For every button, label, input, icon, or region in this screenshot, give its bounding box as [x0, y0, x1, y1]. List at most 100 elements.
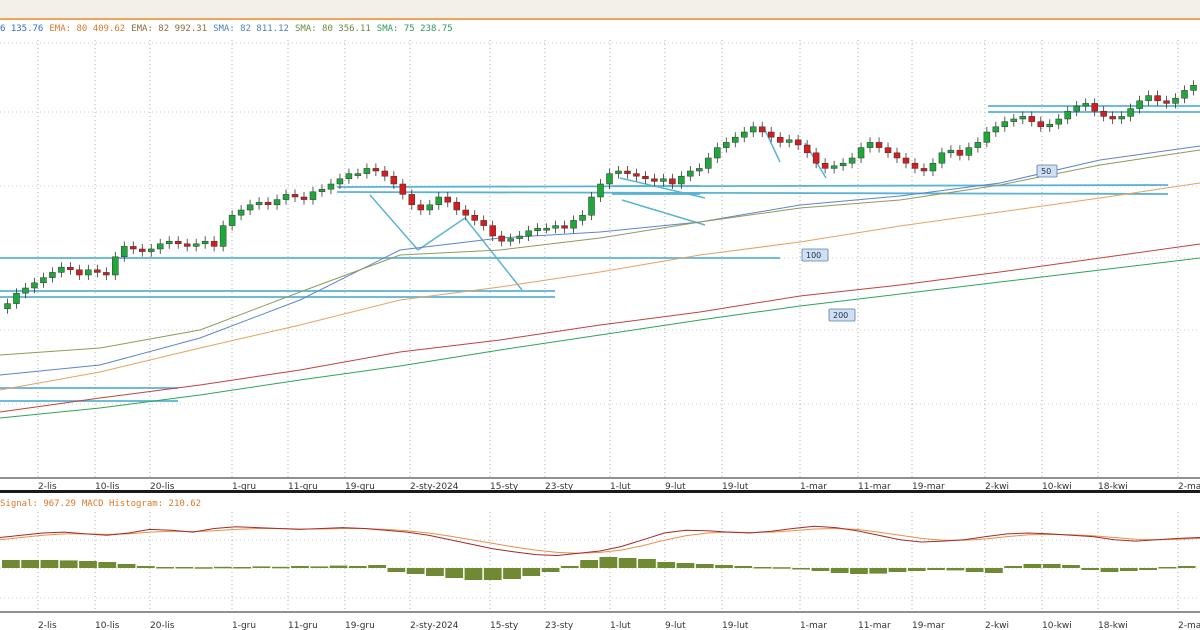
macd-histogram-bar — [580, 560, 598, 568]
macd-histogram-bar — [965, 568, 984, 572]
candle-body — [1118, 116, 1125, 120]
candle-body — [58, 266, 65, 273]
candle-body — [372, 168, 380, 172]
candle-body — [1145, 95, 1152, 102]
trend-line — [464, 217, 523, 291]
candle-body — [183, 243, 191, 247]
macd-histogram-bar — [98, 562, 117, 568]
candle-body — [381, 170, 389, 177]
x-tick-label: 19-mar — [912, 621, 945, 630]
candle-body — [776, 136, 784, 143]
candle-body — [992, 126, 1000, 133]
panel-divider[interactable] — [0, 490, 1200, 493]
x-axis-macd: 2-lis 10-lis 20-lis 1-gru 11-gru 19-gru 2-sty-… — [38, 621, 1200, 630]
candle-body — [965, 147, 973, 156]
macd-histogram-bar — [21, 560, 40, 568]
macd-histogram-bar — [695, 564, 714, 568]
candle-body — [525, 230, 532, 237]
x-tick-label: 23-sty — [545, 621, 574, 630]
ma-tags: 50 100 200 — [801, 164, 1058, 322]
macd-histogram-bar — [445, 568, 464, 578]
macd-histogram-bar — [657, 562, 676, 568]
macd-histogram-bar — [984, 568, 1003, 573]
x-tick-label: 10-lis — [95, 621, 120, 630]
candle-body — [606, 173, 613, 185]
legend-entry: SMA: 80 356.11 — [294, 24, 371, 34]
candle-body — [1100, 110, 1107, 117]
x-tick-label: 9-lut — [665, 482, 686, 492]
candle-body — [13, 292, 20, 304]
trend-line — [621, 199, 706, 226]
macd-histogram-bar — [946, 568, 965, 571]
candle-body — [696, 168, 703, 172]
x-tick-label: 1-mar — [800, 621, 827, 630]
candle-body — [579, 214, 586, 221]
macd-histogram-bar — [715, 565, 733, 568]
candle-body — [678, 175, 685, 185]
macd-histogram-bar — [483, 568, 502, 580]
x-tick-label: 2-ma — [1178, 482, 1200, 492]
macd-histogram-bar — [426, 568, 444, 576]
macd-histogram-bar — [811, 568, 830, 571]
macd-histogram-bar — [830, 568, 849, 573]
macd-histogram-bar — [1139, 568, 1157, 570]
macd-histogram-bar — [541, 568, 560, 572]
candle-body — [309, 191, 317, 200]
candle-body — [22, 287, 29, 294]
macd-histogram-bar — [907, 568, 926, 571]
candle-body — [40, 277, 47, 284]
candle-body — [1082, 103, 1089, 107]
x-tick-label: 10-kwi — [1042, 621, 1072, 630]
candle-body — [705, 157, 712, 169]
candle-body — [893, 152, 901, 159]
candle-body — [192, 243, 200, 247]
candle-body — [660, 178, 667, 182]
candle-body — [453, 201, 460, 211]
macd-histogram-bar — [1177, 566, 1196, 568]
price-legend: 6 135.76 EMA: 80 409.62 EMA: 82 992.31 SMA:… — [0, 24, 459, 34]
sma-line-green — [0, 257, 1200, 419]
x-tick-label: 19-lut — [722, 621, 749, 630]
x-tick-label: 18-kwi — [1098, 621, 1128, 630]
candle-body — [390, 175, 398, 185]
candle-body — [426, 204, 434, 211]
candle-body — [794, 139, 802, 146]
x-tick-label: 10-kwi — [1042, 482, 1072, 492]
macd-line — [0, 525, 1200, 557]
candle-body — [741, 131, 748, 138]
candle-body — [121, 246, 128, 258]
candle-body — [1091, 103, 1098, 112]
macd-histogram-bar — [1081, 568, 1100, 570]
x-tick-label: 20-lis — [150, 621, 175, 630]
candle-body — [318, 188, 326, 193]
x-tick-label: 2-lis — [38, 621, 57, 630]
candle-body — [516, 235, 523, 239]
x-tick-label: 11-mar — [858, 482, 891, 492]
ema-line-orange — [0, 182, 1200, 391]
candle-body — [570, 220, 577, 229]
candle-body — [651, 178, 658, 182]
candle-body — [1010, 118, 1018, 122]
candle-body — [561, 225, 568, 229]
legend-entry: EMA: 82 992.31 — [131, 24, 208, 34]
candle-body — [1073, 105, 1080, 112]
legend-entry: EMA: 80 409.62 — [49, 24, 126, 34]
candle-body — [498, 235, 505, 242]
candle-body — [417, 204, 425, 211]
candle-body — [139, 248, 146, 252]
macd-histogram-bar — [503, 568, 521, 579]
trend-line — [369, 194, 419, 251]
x-tick-label: 18-kwi — [1098, 482, 1128, 492]
macd-histogram-bar — [291, 566, 309, 568]
candle-body — [489, 225, 496, 237]
ema-line-red — [0, 243, 1200, 413]
candle-body — [624, 170, 631, 174]
macd-histogram-bar — [1100, 568, 1119, 572]
support-lines — [0, 105, 1200, 402]
x-tick-label: 11-gru — [288, 482, 318, 492]
x-tick-label: 19-gru — [345, 621, 375, 630]
x-tick-label: 1-gru — [232, 621, 256, 630]
candle-body — [767, 131, 775, 138]
trend-line — [417, 217, 466, 251]
